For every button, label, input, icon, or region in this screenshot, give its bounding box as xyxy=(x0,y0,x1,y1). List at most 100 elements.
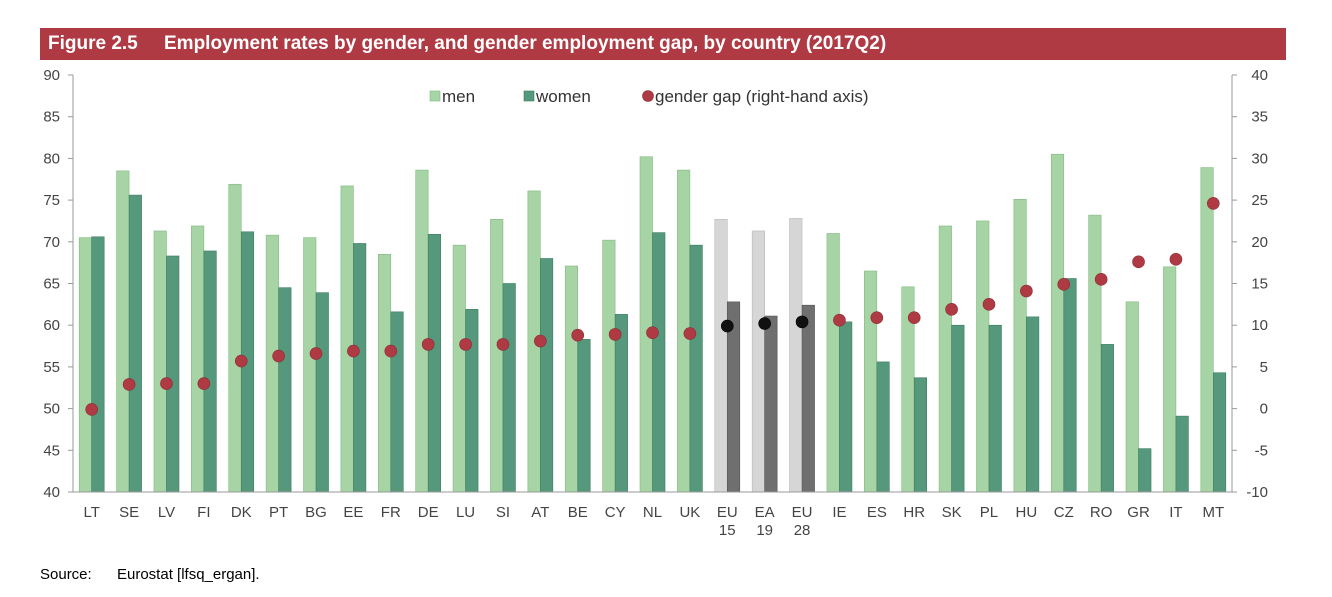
left-tick-label: 60 xyxy=(43,317,60,334)
bar-women-ee xyxy=(353,243,367,493)
right-tick-label: 25 xyxy=(1251,192,1268,209)
bar-women-ea19 xyxy=(764,315,778,493)
right-tick-label: 40 xyxy=(1251,67,1268,84)
gap-point-bg xyxy=(309,347,323,360)
x-tick-label: IE xyxy=(832,504,846,521)
x-tick-label: DK xyxy=(231,504,252,521)
bar-women-lt xyxy=(91,236,105,493)
gap-point-fr xyxy=(384,344,398,358)
bar-men-ro xyxy=(1088,214,1102,493)
x-tick-label: CY xyxy=(605,504,626,521)
bar-men-se xyxy=(116,170,130,493)
x-tick-label: MT xyxy=(1202,504,1224,521)
bar-men-de xyxy=(415,169,429,493)
left-tick-label: 55 xyxy=(43,359,60,376)
legend-gap-label: gender gap (right-hand axis) xyxy=(655,87,869,106)
x-tick-label: EU xyxy=(792,504,813,521)
bar-men-es xyxy=(864,270,878,493)
gap-point-be xyxy=(571,328,585,342)
x-tick-label: BG xyxy=(305,504,327,521)
bars-layer xyxy=(78,153,1227,493)
bar-men-gr xyxy=(1125,301,1139,493)
bar-women-hu xyxy=(1026,316,1040,493)
right-tick-label: 30 xyxy=(1251,150,1268,167)
bar-men-hu xyxy=(1013,198,1027,493)
gap-point-pl xyxy=(982,298,996,311)
x-tick-label: AT xyxy=(531,504,549,521)
x-tick-label: GR xyxy=(1127,504,1150,521)
bar-men-cz xyxy=(1050,153,1065,493)
left-tick-label: 70 xyxy=(43,234,60,251)
bar-women-sk xyxy=(951,324,965,493)
x-tick-label: EU xyxy=(717,504,738,521)
x-tick-label: CZ xyxy=(1054,504,1074,521)
x-tick-label: SE xyxy=(119,504,139,521)
gap-point-gr xyxy=(1132,255,1145,269)
x-tick-label: 15 xyxy=(719,522,736,539)
gap-point-nl xyxy=(646,326,659,340)
x-tick-label: SI xyxy=(496,504,510,521)
x-tick-label: DE xyxy=(418,504,439,521)
gap-point-eu28 xyxy=(795,315,809,329)
x-tick-label: IT xyxy=(1169,504,1182,521)
gap-point-lv xyxy=(160,377,173,390)
left-tick-label: 75 xyxy=(43,192,60,209)
gap-point-ea19 xyxy=(758,317,771,330)
gap-point-hu xyxy=(1020,284,1033,298)
right-tick-label: 0 xyxy=(1260,401,1268,418)
right-tick-label: 20 xyxy=(1251,234,1268,251)
bar-women-mt xyxy=(1213,372,1227,493)
gap-point-lt xyxy=(85,403,98,416)
bar-men-pl xyxy=(976,220,990,493)
x-tick-label: HR xyxy=(903,504,925,521)
gap-point-si xyxy=(496,338,510,351)
bar-women-si xyxy=(502,283,516,493)
figure-label: Figure 2.5 xyxy=(48,33,138,54)
gap-point-mt xyxy=(1207,197,1220,210)
figure-title-bar: Figure 2.5 Employment rates by gender, an… xyxy=(40,28,1286,60)
right-tick-label: 5 xyxy=(1260,359,1268,376)
left-tick-label: 80 xyxy=(43,150,60,167)
bar-men-be xyxy=(564,265,579,493)
bar-women-nl xyxy=(652,232,666,493)
right-tick-label: -10 xyxy=(1246,484,1268,501)
legend-men: men xyxy=(429,87,475,106)
legend-gap-swatch xyxy=(642,90,654,102)
bar-women-cz xyxy=(1063,278,1077,493)
bar-women-de xyxy=(427,233,441,493)
gap-point-de xyxy=(421,338,435,351)
gap-point-dk xyxy=(234,354,248,368)
x-tick-label: SK xyxy=(942,504,962,521)
bar-women-at xyxy=(540,258,554,493)
right-tick-label: 10 xyxy=(1251,317,1268,334)
legend-women-swatch xyxy=(523,90,535,102)
x-tick-label: ES xyxy=(867,504,887,521)
legend-women: women xyxy=(523,87,591,106)
bar-men-bg xyxy=(303,237,317,493)
gap-point-ie xyxy=(833,313,846,327)
bar-women-ro xyxy=(1100,344,1114,493)
bar-men-ie xyxy=(826,233,840,493)
left-tick-label: 50 xyxy=(43,401,60,418)
left-tick-label: 45 xyxy=(43,442,60,459)
source-label: Source: xyxy=(40,566,92,583)
x-tick-label: FI xyxy=(197,504,210,521)
x-tick-label: LT xyxy=(83,504,99,521)
gap-point-cz xyxy=(1057,278,1071,291)
legend-gap: gender gap (right-hand axis) xyxy=(642,87,869,106)
gap-points-layer xyxy=(85,197,1220,416)
bar-men-lu xyxy=(452,244,466,493)
left-tick-label: 85 xyxy=(43,109,60,126)
bar-men-mt xyxy=(1200,167,1214,493)
x-tick-label: BE xyxy=(568,504,588,521)
x-tick-label: LV xyxy=(158,504,175,521)
gap-point-ro xyxy=(1094,273,1108,286)
bar-men-si xyxy=(490,218,504,493)
gap-point-pt xyxy=(272,349,285,363)
bar-men-fr xyxy=(377,254,392,493)
x-tick-label: PT xyxy=(269,504,288,521)
bar-women-fr xyxy=(390,311,404,493)
bar-men-nl xyxy=(639,156,653,493)
bar-women-be xyxy=(577,339,591,493)
